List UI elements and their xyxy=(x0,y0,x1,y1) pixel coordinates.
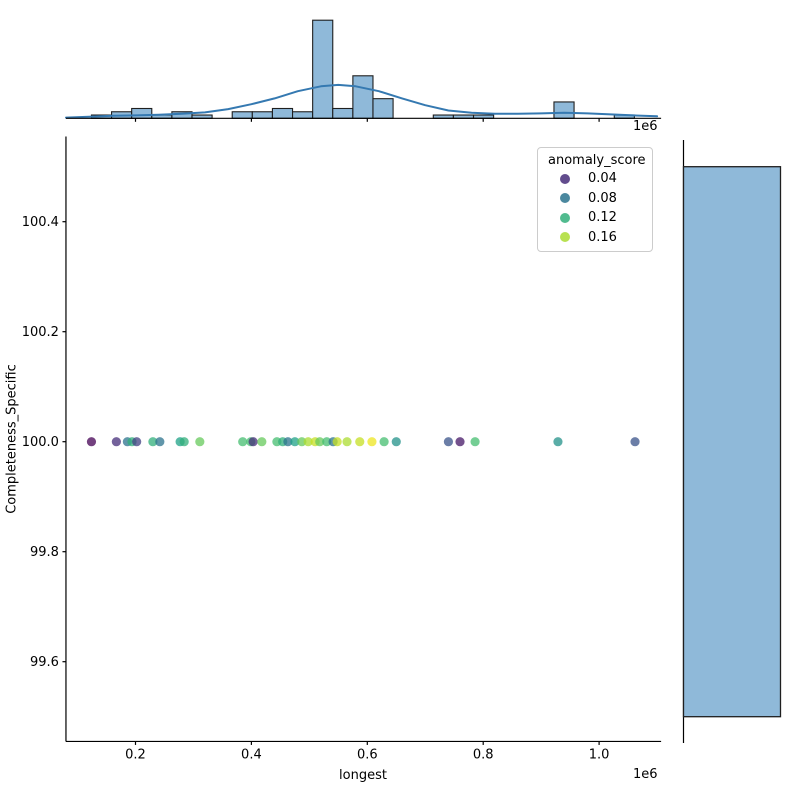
top-hist-bar xyxy=(251,111,273,119)
scatter-point xyxy=(238,437,248,447)
scatter-point xyxy=(443,437,454,447)
x-tick-label: 1.0 xyxy=(589,747,610,762)
top-hist-bar xyxy=(352,75,374,119)
scatter-point xyxy=(111,437,121,447)
scatter-point xyxy=(379,437,389,447)
legend-entry-label: 0.08 xyxy=(588,190,617,206)
y-tick-label: 100.4 xyxy=(22,215,59,230)
scatter-point xyxy=(332,437,342,447)
scatter-points xyxy=(86,437,640,447)
legend-entry: 0.12 xyxy=(538,208,652,228)
legend-entry-label: 0.12 xyxy=(588,210,617,226)
x-axis-label: longest xyxy=(339,768,387,783)
top-hist-bar xyxy=(372,98,394,119)
x-tick-label: 0.8 xyxy=(473,747,494,762)
right-hist-bar xyxy=(682,166,782,718)
legend-entry: 0.04 xyxy=(538,169,652,189)
scatter-point xyxy=(179,437,189,447)
scatter-point xyxy=(290,437,300,447)
x-tick-label: 0.6 xyxy=(357,747,378,762)
scatter-point xyxy=(367,437,377,447)
scatter-point xyxy=(195,437,205,447)
scatter-point xyxy=(315,437,325,447)
x-tick-label: 0.2 xyxy=(125,747,146,762)
legend-entry: 0.16 xyxy=(538,228,652,248)
legend-marker-dot xyxy=(560,173,570,184)
scatter-point xyxy=(297,437,307,447)
scatter-point xyxy=(257,437,267,447)
y-tick-label: 99.8 xyxy=(30,545,59,560)
y-tick-label: 99.6 xyxy=(30,655,59,670)
top-marginal-histogram xyxy=(90,19,635,119)
x-tick-label: 0.4 xyxy=(241,747,262,762)
top-hist-bar xyxy=(332,107,354,119)
scatter-point xyxy=(303,437,313,447)
legend-entry: 0.08 xyxy=(538,189,652,209)
top-hist-bar xyxy=(312,19,334,119)
y-axis-label: Completeness_Specific xyxy=(4,364,20,514)
legend-title: anomaly_score xyxy=(548,153,646,168)
right-marginal-histogram xyxy=(682,166,782,718)
legend-entry-label: 0.16 xyxy=(588,229,617,245)
top-hist-bar xyxy=(271,107,294,119)
kde-line xyxy=(65,83,659,119)
top-hist-bar xyxy=(553,101,575,119)
scatter-point xyxy=(630,437,640,447)
legend: anomaly_score 0.04 0.08 0.12 0.16 xyxy=(537,147,653,252)
scatter-point xyxy=(155,437,165,447)
scatter-point xyxy=(553,437,563,447)
top-hist-bar xyxy=(291,111,314,119)
kde-curve xyxy=(65,83,659,119)
y-tick-label: 100.2 xyxy=(22,325,59,340)
scatter-point xyxy=(86,437,97,447)
scatter-point xyxy=(470,437,480,447)
legend-marker-dot xyxy=(560,193,570,204)
tick-labels: 0.2 0.4 0.6 0.8 1.0 99.6 99.8 100.0 100.2 100.4 xyxy=(22,215,610,762)
top-axis-offset-label: 1e6 xyxy=(633,119,658,134)
legend-entry-label: 0.04 xyxy=(588,171,617,187)
scatter-point xyxy=(391,437,401,447)
scatter-point xyxy=(455,437,465,447)
top-hist-bar xyxy=(231,111,253,119)
scatter-point xyxy=(355,437,365,447)
top-hist-bar xyxy=(131,107,153,119)
scatter-point xyxy=(248,437,258,447)
legend-marker-dot xyxy=(560,232,570,243)
scatter-point xyxy=(283,437,293,447)
scatter-point xyxy=(148,437,158,447)
x-axis-offset-label: 1e6 xyxy=(633,767,658,782)
scatter-point xyxy=(322,437,332,447)
scatter-point xyxy=(342,437,352,447)
scatter-point xyxy=(132,437,142,447)
y-tick-label: 100.0 xyxy=(22,435,59,450)
legend-marker-dot xyxy=(560,212,570,223)
